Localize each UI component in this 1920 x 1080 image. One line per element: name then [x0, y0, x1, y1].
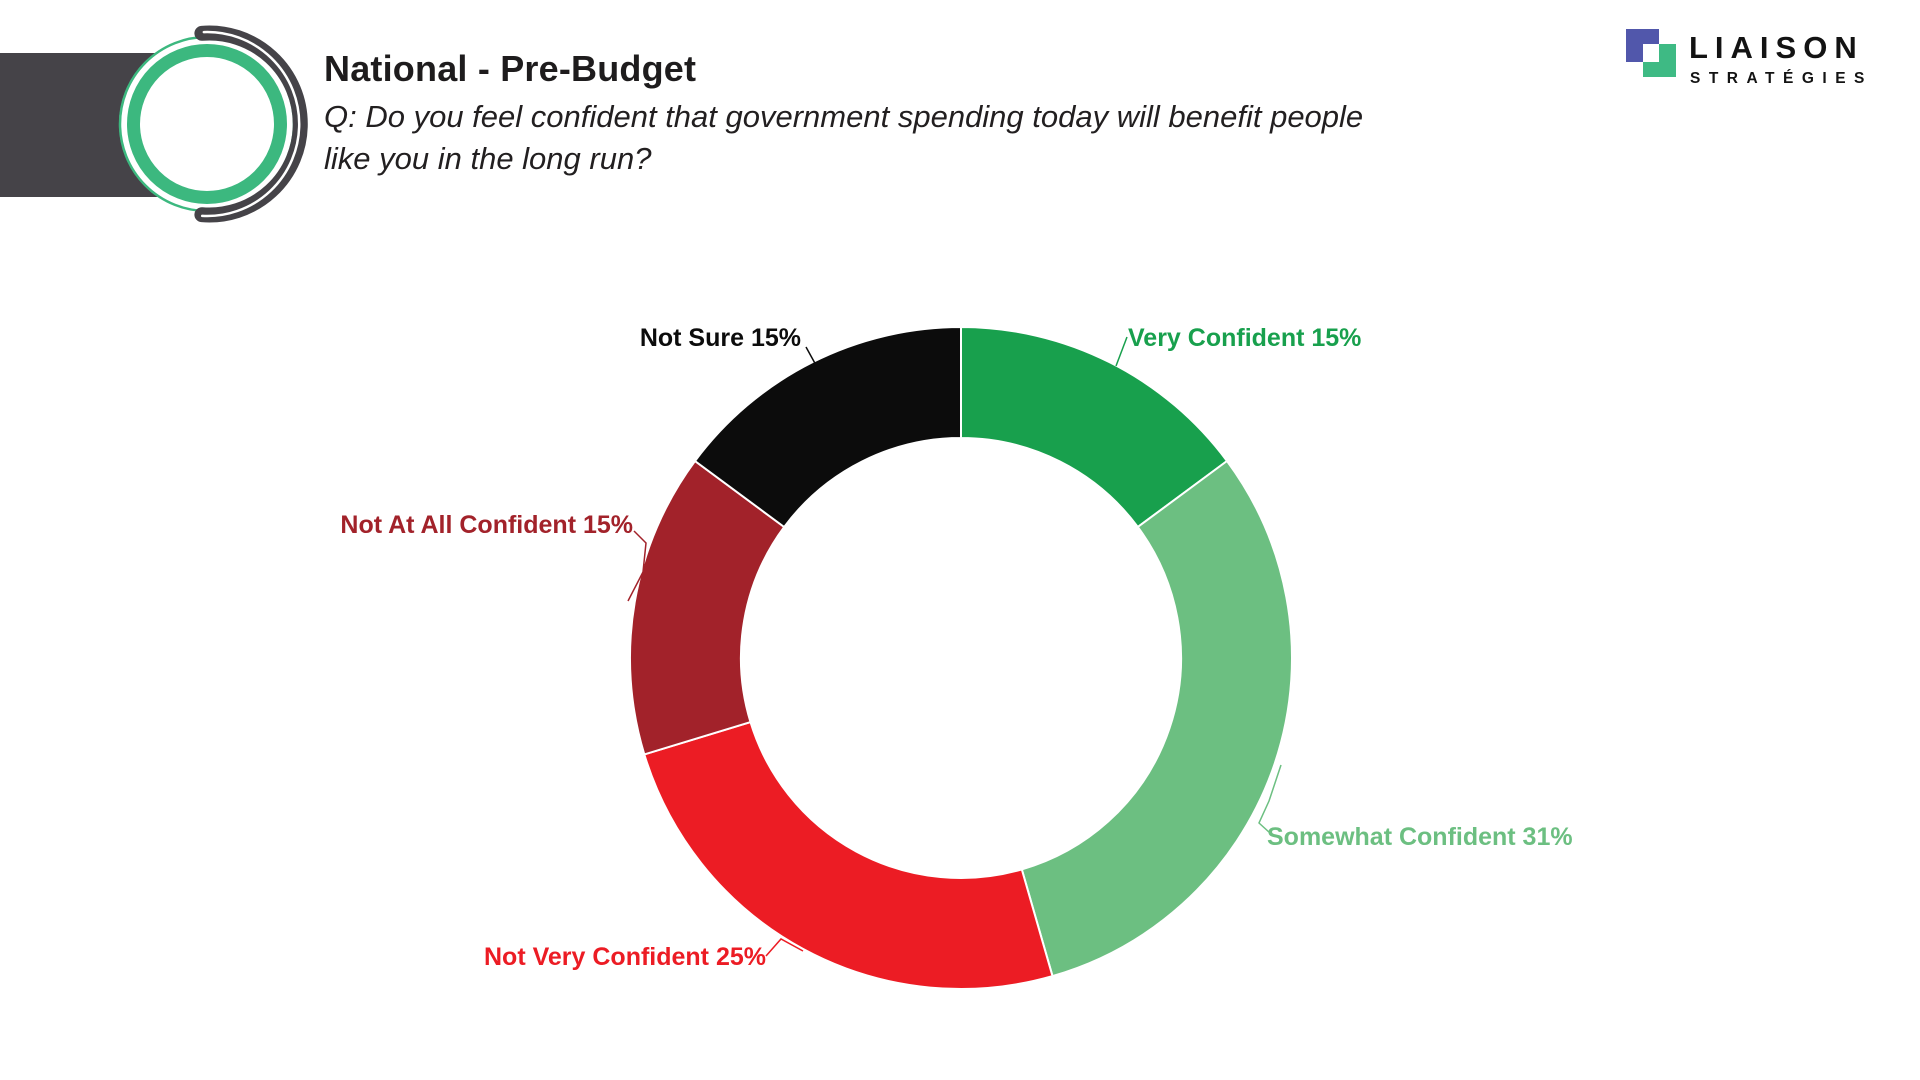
survey-question-line1: Q: Do you feel confident that government…	[324, 99, 1364, 134]
brand-subname: STRATÉGIES	[1690, 70, 1873, 87]
donut-slice-not-sure	[693, 325, 962, 529]
leader-line-not-very-confident	[765, 938, 804, 957]
survey-question: Q: Do you feel confident that government…	[324, 96, 1363, 180]
slice-label-somewhat-confident: Somewhat Confident 31%	[1267, 823, 1573, 851]
brand-squares-icon	[1626, 29, 1676, 77]
donut-slice-somewhat-confident	[1020, 459, 1293, 978]
leader-line-somewhat-confident	[1258, 764, 1282, 834]
liaison-emblem-logo	[0, 25, 308, 223]
donut-slices	[629, 325, 1293, 991]
leader-line-not-sure	[805, 346, 818, 368]
slice-label-very-confident: Very Confident 15%	[1128, 324, 1362, 352]
survey-question-line2: like you in the long run?	[324, 141, 652, 176]
brand-name: LIAISON	[1689, 30, 1864, 65]
leader-lines	[627, 336, 1282, 957]
donut-slice-not-very-confident	[643, 720, 1054, 991]
leader-line-not-at-all-confident	[627, 530, 647, 602]
slice-label-not-very-confident: Not Very Confident 25%	[484, 943, 766, 971]
page-title: National - Pre-Budget	[324, 48, 697, 89]
slice-label-not-at-all-confident: Not At All Confident 15%	[340, 511, 633, 539]
leader-line-very-confident	[1115, 336, 1128, 367]
slice-label-not-sure: Not Sure 15%	[639, 324, 801, 352]
